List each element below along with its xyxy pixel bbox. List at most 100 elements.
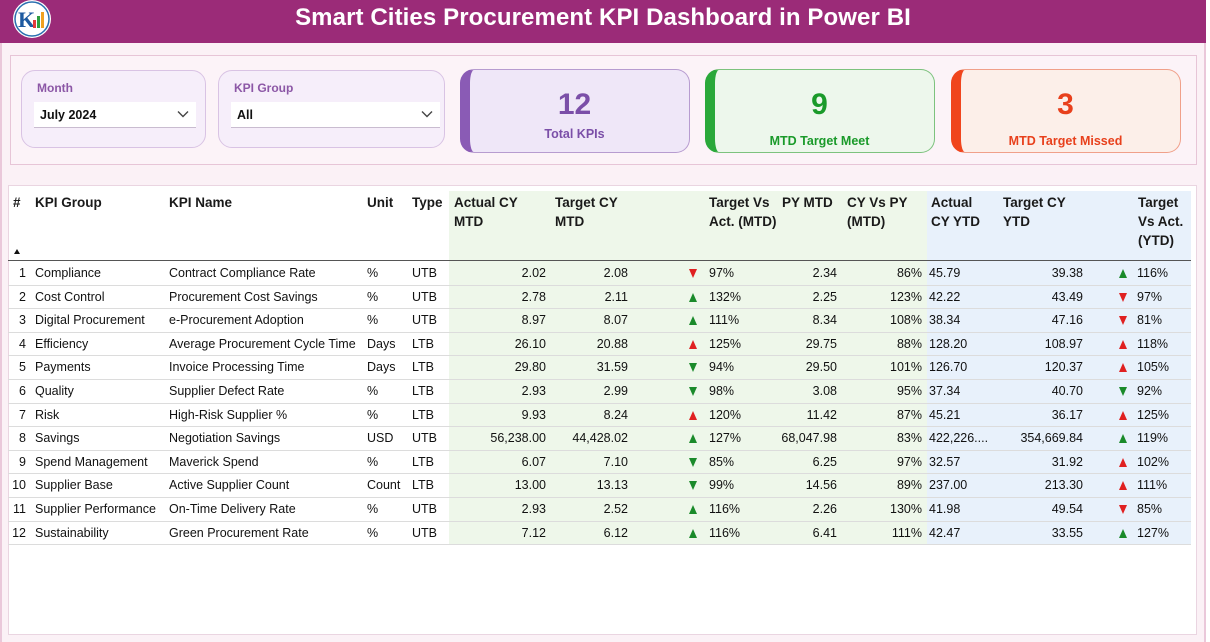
header-kpi-name[interactable]: KPI Name	[169, 195, 233, 210]
cell-kpi-name: Average Procurement Cycle Time	[169, 336, 356, 351]
arrow-up-icon	[689, 410, 697, 420]
row-divider	[8, 473, 1191, 475]
table-row[interactable]: 5 Payments Invoice Processing Time Days LTB 2…	[8, 356, 1191, 379]
cell-actual-cy-mtd: 8.97	[521, 313, 546, 328]
cell-cy-vs-py-mtd: 111%	[891, 525, 922, 540]
header-type[interactable]: Type	[412, 195, 443, 210]
cell-cy-vs-py-mtd: 83%	[896, 431, 922, 446]
cell-target-vs-act-mtd: 120%	[709, 407, 741, 422]
table-row[interactable]: 2 Cost Control Procurement Cost Savings% UT…	[8, 286, 1191, 309]
cell-actual-cy-ytd: 37.34	[929, 384, 961, 398]
arrow-down-icon	[1119, 387, 1127, 396]
table-row[interactable]: 12 Sustainability Green Procurement Rate% U…	[8, 522, 1191, 545]
cell-target-vs-act-mtd: 85%	[709, 454, 735, 469]
sort-ascending-icon[interactable]	[14, 249, 20, 254]
cell-kpi-name: Procurement Cost Savings	[169, 289, 318, 304]
cell-target-vs-act-ytd: 102%	[1137, 454, 1169, 469]
cell-target-vs-act-mtd: 127%	[709, 431, 741, 446]
arrow-down-icon	[689, 457, 697, 467]
table-row[interactable]: 6 Quality Supplier Defect Rate% LTB 2.93 2.99…	[8, 380, 1191, 403]
cell-type: LTB	[412, 384, 434, 398]
row-divider	[8, 426, 1191, 428]
cell-py-mtd: 29.50	[805, 360, 837, 375]
cell-kpi-group: Savings	[35, 431, 80, 446]
header-actual-cy-ytd[interactable]: Actual CY YTD	[931, 195, 981, 229]
header-py-mtd[interactable]: PY MTD	[782, 195, 833, 210]
company-logo-icon: K	[13, 0, 51, 38]
month-dropdown[interactable]: July 2024	[34, 102, 196, 128]
header-target-cy-mtd[interactable]: Target CY MTD	[555, 195, 618, 229]
arrow-down-icon	[1119, 505, 1127, 514]
cell-cy-vs-py-mtd: 86%	[896, 266, 922, 280]
mtd-target-meet-card: 9 MTD Target Meet	[705, 69, 935, 153]
table-row[interactable]: 10 Supplier Base Active Supplier Count Coun…	[8, 474, 1191, 497]
cell-target-cy-ytd: 33.55	[1051, 525, 1083, 540]
cell-py-mtd: 6.25	[812, 454, 837, 469]
header-target-vs-act-ytd[interactable]: Target Vs Act. (YTD)	[1138, 195, 1184, 248]
cell-actual-cy-ytd: 42.22	[929, 289, 961, 304]
cell-py-mtd: 2.34	[812, 266, 837, 280]
cell-actual-cy-ytd: 41.98	[929, 502, 961, 516]
cell-actual-cy-mtd: 9.93	[521, 407, 546, 422]
cell-num: 1	[19, 266, 26, 280]
arrow-up-icon	[1119, 481, 1127, 491]
row-divider	[8, 497, 1191, 498]
cell-unit: %	[367, 407, 379, 422]
header-target-vs-act-mtd[interactable]: Target Vs Act. (MTD)	[709, 195, 777, 229]
cell-actual-cy-mtd: 7.12	[521, 525, 546, 540]
cell-kpi-group: Quality	[35, 384, 74, 398]
title-bar: K Smart Cities Procurement KPI Dashboard…	[0, 0, 1206, 43]
cell-py-mtd: 2.26	[812, 502, 837, 516]
cell-unit: %	[367, 525, 379, 540]
cell-kpi-group: Sustainability	[35, 525, 109, 540]
cell-type: LTB	[412, 336, 434, 351]
header-actual-cy-mtd[interactable]: Actual CY MTD	[454, 195, 518, 229]
cell-type: LTB	[412, 407, 434, 422]
cell-target-cy-mtd: 2.52	[603, 502, 628, 516]
arrow-up-icon	[1119, 410, 1127, 420]
table-row[interactable]: 7 Risk High-Risk Supplier %% LTB 9.93 8.24 120…	[8, 404, 1191, 427]
cell-type: LTB	[412, 454, 434, 469]
table-row[interactable]: 9 Spend Management Maverick Spend% LTB 6.07 7…	[8, 451, 1191, 474]
table-row[interactable]: 1 Compliance Contract Compliance Rate% UTB 2…	[8, 262, 1191, 285]
cell-num: 8	[19, 431, 26, 446]
kpi-group-value: All	[237, 108, 253, 122]
cell-target-vs-act-mtd: 98%	[709, 384, 735, 398]
header-target-cy-ytd[interactable]: Target CY YTD	[1003, 195, 1066, 229]
table-row[interactable]: 4 Efficiency Average Procurement Cycle Tim…	[8, 333, 1191, 356]
table-row[interactable]: 3 Digital Procurement e-Procurement Adopti…	[8, 309, 1191, 332]
table-row[interactable]: 11 Supplier Performance On-Time Delivery R…	[8, 498, 1191, 521]
svg-text:K: K	[18, 7, 35, 32]
cell-target-vs-act-ytd: 119%	[1137, 431, 1169, 446]
cell-target-cy-mtd: 13.13	[596, 478, 628, 493]
cell-num: 2	[19, 289, 26, 304]
cell-target-cy-ytd: 39.38	[1051, 266, 1083, 280]
arrow-down-icon	[1119, 292, 1127, 302]
row-divider	[8, 355, 1191, 357]
header-num[interactable]: #	[13, 195, 21, 210]
cell-type: UTB	[412, 313, 437, 328]
chevron-down-icon[interactable]	[420, 107, 434, 121]
chevron-down-icon[interactable]	[176, 107, 190, 121]
kpi-group-slicer[interactable]: KPI Group All	[218, 70, 445, 148]
cell-kpi-group: Cost Control	[35, 289, 105, 304]
cell-type: UTB	[412, 431, 437, 446]
header-kpi-group[interactable]: KPI Group	[35, 195, 102, 210]
cell-target-cy-mtd: 2.08	[603, 266, 628, 280]
cell-kpi-name: Green Procurement Rate	[169, 525, 309, 540]
table-row[interactable]: 8 Savings Negotiation Savings USD UTB 56,238.…	[8, 427, 1191, 450]
cell-target-cy-ytd: 213.30	[1044, 478, 1083, 493]
cell-target-cy-ytd: 36.17	[1051, 407, 1083, 422]
month-slicer[interactable]: Month July 2024	[21, 70, 206, 148]
cell-target-vs-act-ytd: 116%	[1137, 266, 1169, 280]
row-divider	[8, 544, 1191, 546]
cell-kpi-group: Supplier Performance	[35, 502, 156, 516]
cell-unit: %	[367, 266, 379, 280]
cell-target-cy-ytd: 120.37	[1044, 360, 1083, 375]
cell-type: LTB	[412, 360, 434, 375]
cell-target-cy-ytd: 40.70	[1051, 384, 1083, 398]
cell-actual-cy-ytd: 126.70	[929, 360, 968, 375]
header-unit[interactable]: Unit	[367, 195, 394, 210]
header-cy-vs-py-mtd[interactable]: CY Vs PY (MTD)	[847, 195, 908, 229]
kpi-group-dropdown[interactable]: All	[231, 102, 440, 128]
